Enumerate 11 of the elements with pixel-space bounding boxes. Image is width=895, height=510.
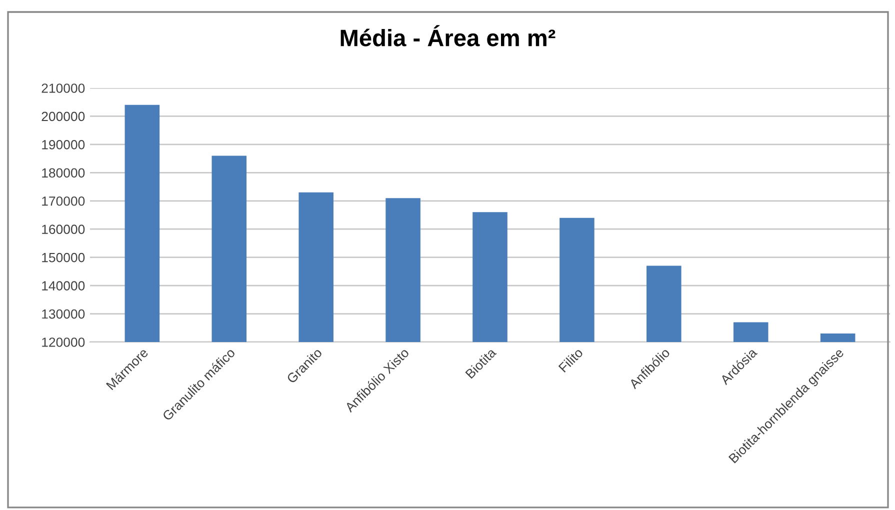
y-tick-label: 140000 [42, 281, 85, 290]
y-tick-label: 200000 [42, 112, 85, 122]
y-tick-label: 170000 [42, 196, 85, 206]
y-tick-label: 150000 [42, 252, 85, 262]
y-tick-label: 160000 [42, 224, 85, 234]
chart-title: Média - Área em m² [340, 25, 556, 46]
y-tick-label: 210000 [42, 84, 85, 93]
y-tick-label: 190000 [42, 140, 85, 150]
y-tick-label: 180000 [42, 168, 85, 178]
y-tick-label: 130000 [42, 309, 85, 319]
y-tick-label: 120000 [42, 338, 85, 347]
